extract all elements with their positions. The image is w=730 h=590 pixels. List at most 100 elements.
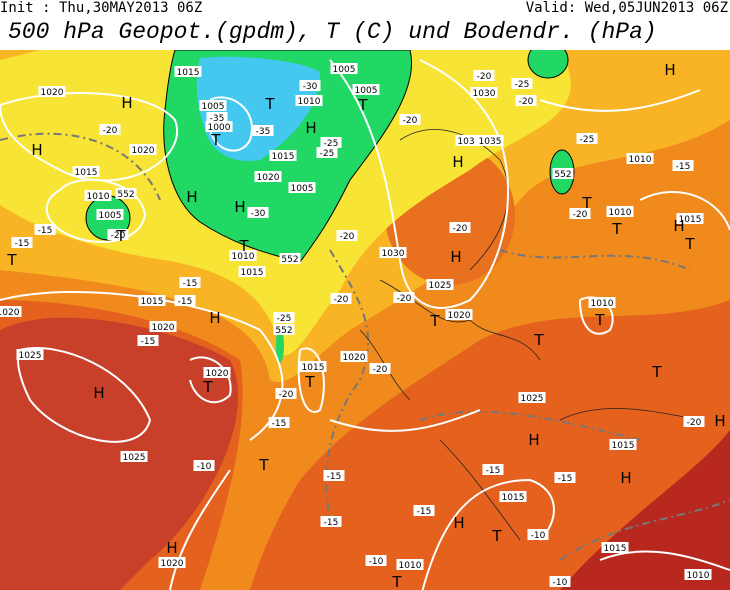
- label-box: [445, 309, 473, 320]
- label-box: [426, 279, 454, 290]
- isobar-label: 552: [117, 190, 134, 200]
- pressure-center: H: [620, 469, 631, 487]
- pressure-center: H: [121, 94, 132, 112]
- isobar-label: 1015: [75, 168, 98, 178]
- label-box: [482, 464, 504, 475]
- pressure-center: T: [491, 527, 502, 545]
- isobar-label: 1010: [298, 97, 321, 107]
- label-box: [320, 137, 342, 148]
- label-box: [238, 266, 266, 277]
- label-box: [379, 247, 407, 258]
- pressure-center: T: [210, 131, 221, 149]
- isobar-label: -20: [477, 72, 492, 82]
- label-box: [38, 86, 66, 97]
- label-box: [449, 222, 471, 233]
- isobar-label: 1010: [591, 299, 614, 309]
- pressure-center: T: [202, 378, 213, 396]
- label-box: [72, 166, 100, 177]
- isobar-label: -20: [111, 231, 126, 241]
- isobar-label: 1015: [604, 544, 627, 554]
- isobar-label: 1010: [399, 561, 422, 571]
- label-box: [273, 324, 295, 335]
- label-box: [330, 63, 358, 74]
- pressure-center: T: [391, 573, 402, 590]
- label-box: [399, 114, 421, 125]
- label-box: [34, 224, 56, 235]
- label-box: [352, 84, 380, 95]
- label-box: [549, 576, 571, 587]
- isobar-label: -10: [531, 531, 546, 541]
- valid-time: Valid: Wed,05JUN2013 06Z: [526, 0, 728, 16]
- label-box: [515, 95, 537, 106]
- label-box: [676, 213, 704, 224]
- coastline: [0, 132, 730, 561]
- label-box: [684, 569, 712, 580]
- isobar-label: -20: [340, 232, 355, 242]
- pressure-center: H: [452, 153, 463, 171]
- isobar-label: 1030: [382, 249, 405, 259]
- pressure-center: H: [209, 309, 220, 327]
- init-time: Init : Thu,30MAY2013 06Z: [0, 0, 202, 16]
- isobar-label: 552: [554, 170, 571, 180]
- map-title: 500 hPa Geopot.(gpdm), T (C) und Bodendr…: [8, 19, 657, 45]
- pressure-center: T: [429, 312, 440, 330]
- label-box: [247, 207, 269, 218]
- label-box: [11, 237, 33, 248]
- pressure-center: H: [453, 514, 464, 532]
- label-box: [672, 160, 694, 171]
- isobar-label: -20: [397, 294, 412, 304]
- isobar-label: -20: [403, 116, 418, 126]
- label-box: [120, 451, 148, 462]
- pressure-center: T: [6, 251, 17, 269]
- label-box: [499, 491, 527, 502]
- label-box: [511, 78, 533, 89]
- isobar-label: 1020: [161, 559, 184, 569]
- label-box: [476, 135, 504, 146]
- isobar-label: 1005: [291, 184, 314, 194]
- pressure-center: T: [581, 194, 592, 212]
- isobar-label: 1025: [521, 394, 544, 404]
- isobar-label: -25: [580, 135, 595, 145]
- label-box: [273, 312, 295, 323]
- label-box: [193, 460, 215, 471]
- isobar-label: 1015: [177, 68, 200, 78]
- label-box: [179, 277, 201, 288]
- isobar-label: 1025: [123, 453, 146, 463]
- label-box: [149, 321, 177, 332]
- pressure-center: H: [31, 141, 42, 159]
- isobar-label: -15: [183, 279, 198, 289]
- pressure-center: T: [115, 227, 126, 245]
- isobar-label: 1015: [141, 297, 164, 307]
- isobar-label: 1010: [609, 208, 632, 218]
- pressure-center: H: [234, 198, 245, 216]
- label-box: [16, 349, 44, 360]
- pressure-center: H: [305, 119, 316, 137]
- isobar-label: 552: [281, 255, 298, 265]
- isobar-label: 1015: [241, 268, 264, 278]
- isobar-label: 1015: [612, 441, 635, 451]
- isobar-label: 1025: [19, 351, 42, 361]
- pressure-center: H: [673, 217, 684, 235]
- label-box: [174, 66, 202, 77]
- label-box: [279, 253, 301, 264]
- pressure-center: H: [450, 248, 461, 266]
- contour-line: [0, 59, 730, 590]
- isobar-label: -25: [515, 80, 530, 90]
- label-box: [129, 144, 157, 155]
- isobar-label: -15: [178, 297, 193, 307]
- isobar-label: 1025: [429, 281, 452, 291]
- isobar-label: -10: [369, 557, 384, 567]
- label-box: [138, 295, 166, 306]
- label-box: [115, 188, 137, 199]
- isobar-label: 1020: [448, 311, 471, 321]
- isobar-label: -25: [324, 139, 339, 149]
- isobar-label: 1005: [333, 65, 356, 75]
- label-box: [606, 206, 634, 217]
- isobar-label: 1030: [473, 89, 496, 99]
- label-box: [393, 292, 415, 303]
- label-box: [316, 147, 338, 158]
- pressure-center: T: [611, 220, 622, 238]
- label-box: [340, 351, 368, 362]
- pressure-center: H: [528, 431, 539, 449]
- isobar-label: -10: [553, 578, 568, 588]
